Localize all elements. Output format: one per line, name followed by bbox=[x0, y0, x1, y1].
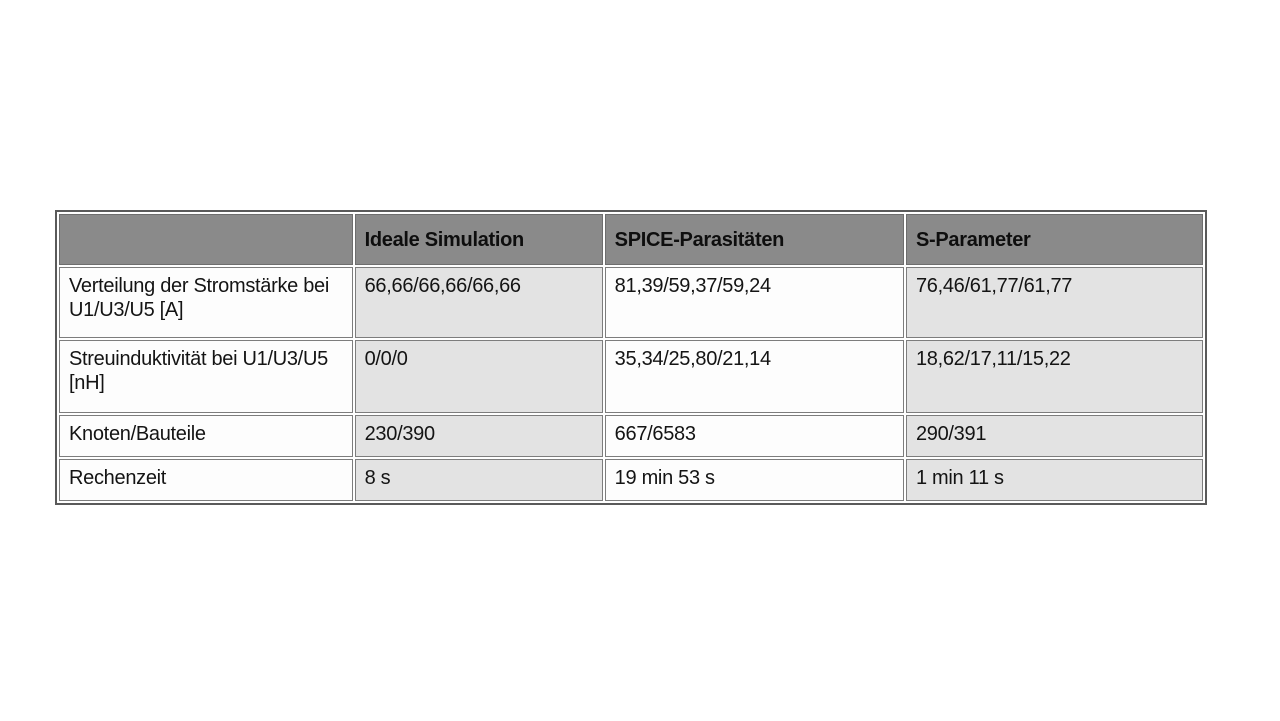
cell-value: 8 s bbox=[354, 459, 603, 501]
cell-value: 0/0/0 bbox=[354, 340, 603, 413]
header-row: Ideale Simulation SPICE-Parasitäten S-Pa… bbox=[59, 214, 1203, 265]
cell-value: 35,34/25,80/21,14 bbox=[604, 340, 904, 413]
header-cell-ideale-simulation: Ideale Simulation bbox=[354, 214, 603, 265]
cell-value: 290/391 bbox=[905, 415, 1203, 457]
table-row-rechenzeit: Rechenzeit 8 s 19 min 53 s 1 min 11 s bbox=[59, 459, 1203, 501]
cell-value: 66,66/66,66/66,66 bbox=[354, 267, 603, 338]
cell-value: 1 min 11 s bbox=[905, 459, 1203, 501]
row-label: Rechenzeit bbox=[59, 459, 353, 501]
comparison-table-container: Ideale Simulation SPICE-Parasitäten S-Pa… bbox=[55, 210, 1207, 505]
row-label: Knoten/Bauteile bbox=[59, 415, 353, 457]
table-row-streuinduktivitaet: Streuinduktivität bei U1/U3/U5 [nH] 0/0/… bbox=[59, 340, 1203, 413]
header-cell-s-parameter: S-Parameter bbox=[905, 214, 1203, 265]
cell-value: 18,62/17,11/15,22 bbox=[905, 340, 1203, 413]
cell-value: 19 min 53 s bbox=[604, 459, 904, 501]
header-cell-empty bbox=[59, 214, 353, 265]
cell-value: 76,46/61,77/61,77 bbox=[905, 267, 1203, 338]
simulation-comparison-table: Ideale Simulation SPICE-Parasitäten S-Pa… bbox=[55, 210, 1207, 505]
table-row-knoten-bauteile: Knoten/Bauteile 230/390 667/6583 290/391 bbox=[59, 415, 1203, 457]
cell-value: 230/390 bbox=[354, 415, 603, 457]
cell-value: 81,39/59,37/59,24 bbox=[604, 267, 904, 338]
row-label: Streuinduktivität bei U1/U3/U5 [nH] bbox=[59, 340, 353, 413]
cell-value: 667/6583 bbox=[604, 415, 904, 457]
header-cell-spice-parasitaeten: SPICE-Parasitäten bbox=[604, 214, 904, 265]
table-row-stromstaerke: Verteilung der Stromstärke bei U1/U3/U5 … bbox=[59, 267, 1203, 338]
row-label: Verteilung der Stromstärke bei U1/U3/U5 … bbox=[59, 267, 353, 338]
